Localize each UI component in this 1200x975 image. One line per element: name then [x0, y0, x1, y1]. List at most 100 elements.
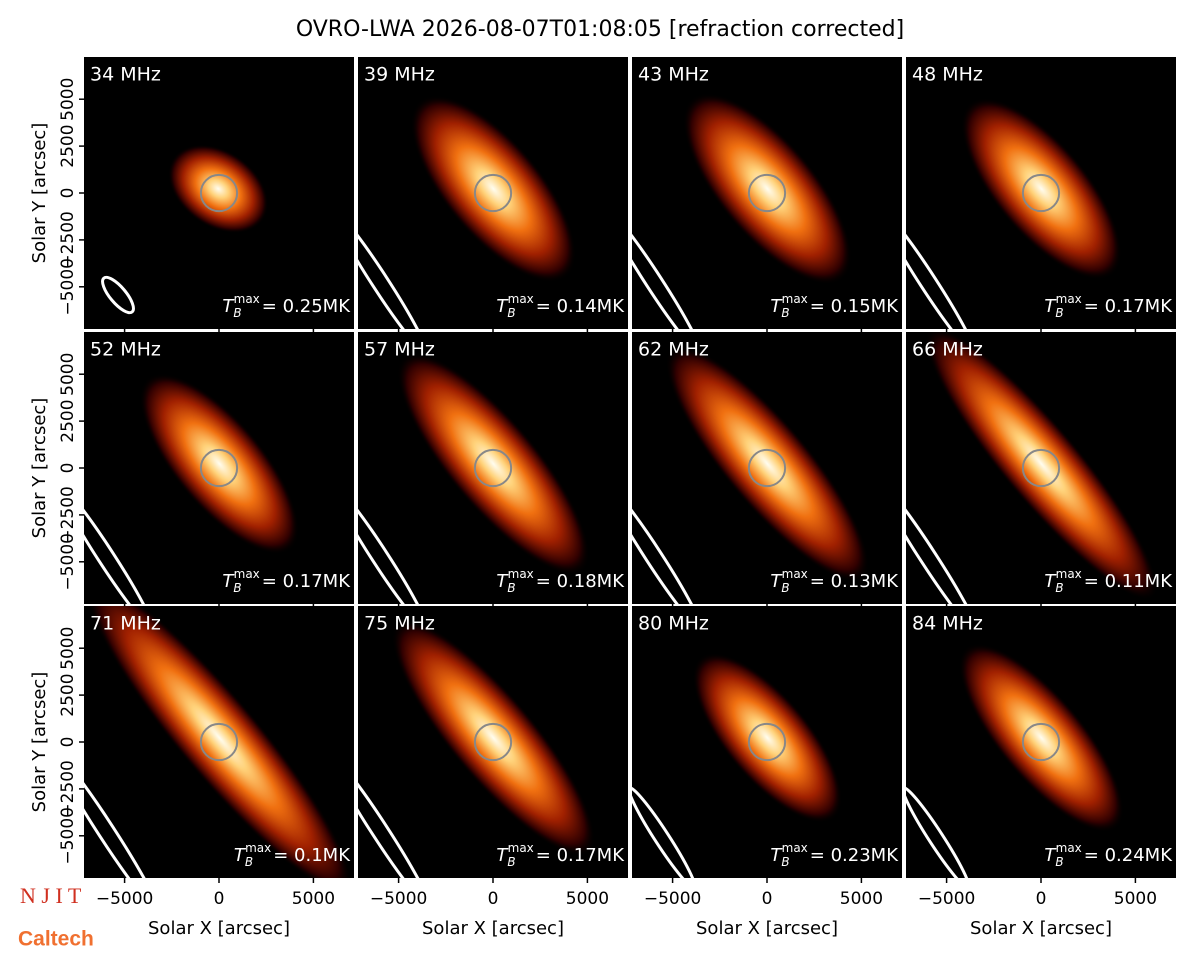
beam [358, 753, 431, 878]
y-tick-label: −5000 [58, 258, 78, 316]
emission [410, 95, 576, 283]
tb-symbol: T [770, 571, 783, 592]
panel-title: 57 MHz [364, 339, 435, 361]
x-tick-label: 0 [488, 889, 499, 909]
emission [683, 93, 852, 285]
beam [632, 484, 703, 604]
x-axis-label: Solar X [arcsec] [148, 918, 290, 939]
tb-value: = 0.17MK [1084, 296, 1173, 317]
tb-symbol: T [1044, 296, 1057, 317]
emission [665, 345, 870, 582]
y-tick-label: 2500 [58, 399, 78, 442]
logo-caltech: Caltech [18, 928, 94, 951]
tb-symbol: T [770, 296, 783, 317]
tb-sup: max [508, 567, 534, 581]
panel-title: 39 MHz [364, 64, 435, 86]
tb-sub: B [1055, 306, 1063, 320]
tb-sub: B [1055, 855, 1063, 869]
solar-disk [199, 173, 239, 213]
panel-title: 75 MHz [364, 613, 435, 635]
x-tick-label: −5000 [918, 889, 976, 909]
panel [632, 57, 902, 329]
tb-value: = 0.17MK [536, 845, 625, 866]
solar-disk [473, 448, 513, 488]
x-tick-label: −5000 [644, 889, 702, 909]
y-tick-label: 5000 [58, 627, 78, 670]
emission [692, 652, 843, 823]
beam [101, 275, 135, 315]
tb-sup: max [234, 567, 260, 581]
tb-value: = 0.13MK [810, 571, 899, 592]
tb-value: = 0.18MK [536, 571, 625, 592]
y-tick-label: 5000 [58, 78, 78, 121]
tb-annotation: TBmax = 0.1MK [234, 841, 351, 869]
tb-symbol: T [1044, 571, 1057, 592]
tb-value: = 0.1MK [273, 845, 351, 866]
tb-annotation: TBmax = 0.15MK [770, 292, 899, 320]
y-axis-label: Solar Y [arcsec] [29, 672, 50, 813]
tb-sub: B [245, 855, 253, 869]
y-tick-label: 0 [58, 463, 78, 474]
tb-value: = 0.14MK [536, 296, 625, 317]
solar-disk [747, 173, 787, 213]
tb-sup: max [245, 841, 271, 855]
panel [358, 332, 628, 604]
tb-annotation: TBmax = 0.17MK [496, 841, 625, 869]
x-tick-label: −5000 [96, 889, 154, 909]
emission [961, 98, 1122, 280]
tb-annotation: TBmax = 0.13MK [770, 567, 899, 595]
tb-sub: B [233, 306, 241, 320]
panel-title: 71 MHz [90, 613, 161, 635]
solar-disk [1021, 173, 1061, 213]
panel [632, 332, 902, 604]
x-tick-label: 0 [1036, 889, 1047, 909]
y-tick-label: −2500 [58, 211, 78, 269]
tb-symbol: T [496, 296, 509, 317]
panel-title: 48 MHz [912, 64, 983, 86]
y-tick-label: −5000 [58, 533, 78, 591]
panel [358, 606, 628, 878]
tb-sup: max [508, 841, 534, 855]
solar-disk [199, 448, 239, 488]
tb-value: = 0.15MK [810, 296, 899, 317]
tb-annotation: TBmax = 0.17MK [222, 567, 351, 595]
tb-sub: B [507, 855, 515, 869]
y-tick-label: 2500 [58, 124, 78, 167]
tb-sub: B [1055, 581, 1063, 595]
panel-title: 62 MHz [638, 339, 709, 361]
tb-sup: max [1056, 292, 1082, 306]
panel-title: 80 MHz [638, 613, 709, 635]
tb-sup: max [1056, 567, 1082, 581]
solar-disk [747, 448, 787, 488]
tb-annotation: TBmax = 0.14MK [496, 292, 625, 320]
x-tick-label: 5000 [292, 889, 335, 909]
tb-symbol: T [234, 845, 247, 866]
tb-sub: B [507, 306, 515, 320]
tb-annotation: TBmax = 0.18MK [496, 567, 625, 595]
figure-title: OVRO-LWA 2026-08-07T01:08:05 [refraction… [296, 17, 904, 42]
beam [84, 749, 160, 878]
beam [632, 786, 697, 878]
tb-value: = 0.25MK [262, 296, 351, 317]
tb-value: = 0.23MK [810, 845, 899, 866]
panel [906, 606, 1176, 878]
tb-symbol: T [496, 571, 509, 592]
x-axis-label: Solar X [arcsec] [696, 918, 838, 939]
tb-sub: B [233, 581, 241, 595]
emission [958, 643, 1124, 833]
x-axis-label: Solar X [arcsec] [422, 918, 564, 939]
beam [358, 209, 429, 329]
tb-annotation: TBmax = 0.11MK [1044, 567, 1173, 595]
solar-disk [1021, 722, 1061, 762]
emission [168, 144, 269, 234]
x-tick-label: 0 [762, 889, 773, 909]
tb-value: = 0.17MK [262, 571, 351, 592]
panel [84, 332, 354, 604]
tb-annotation: TBmax = 0.23MK [770, 841, 899, 869]
y-tick-label: −5000 [58, 807, 78, 865]
tb-annotation: TBmax = 0.25MK [222, 292, 351, 320]
tb-symbol: T [1044, 845, 1057, 866]
tb-sub: B [781, 306, 789, 320]
tb-sup: max [782, 567, 808, 581]
